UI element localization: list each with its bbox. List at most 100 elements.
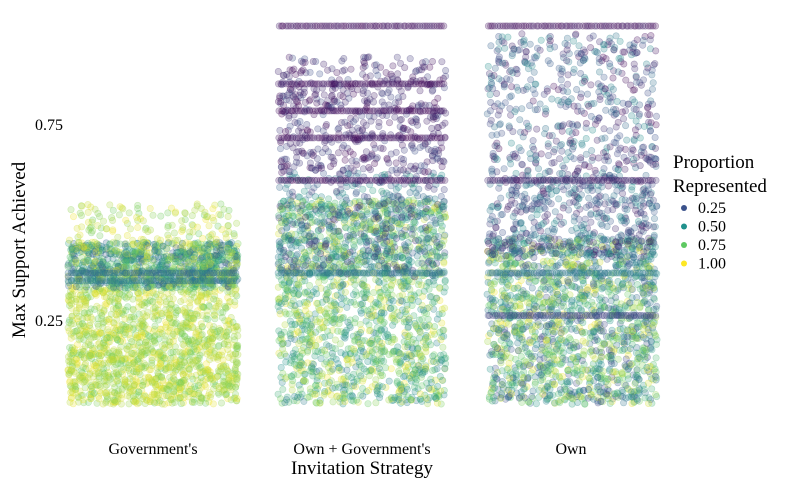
data-point: [296, 315, 304, 323]
data-point: [93, 328, 101, 336]
data-point: [342, 224, 350, 232]
data-point: [230, 232, 238, 240]
data-point: [100, 344, 108, 352]
data-point: [194, 297, 202, 305]
data-point: [160, 345, 168, 353]
data-point: [222, 391, 230, 399]
data-point: [67, 206, 75, 214]
data-point: [158, 373, 166, 381]
data-point: [129, 350, 137, 358]
data-point: [225, 336, 233, 344]
data-point: [418, 245, 426, 253]
data-point: [132, 248, 140, 256]
data-point: [148, 375, 156, 383]
data-point: [181, 309, 189, 317]
data-point: [392, 234, 400, 242]
data-point: [408, 249, 416, 257]
data-point: [205, 337, 213, 345]
data-point: [97, 389, 105, 397]
data-point: [286, 196, 294, 204]
data-point: [371, 253, 379, 261]
data-point: [433, 399, 441, 407]
data-point: [430, 357, 438, 365]
data-point: [224, 345, 232, 353]
data-point: [441, 231, 449, 239]
data-point: [222, 234, 230, 242]
data-point: [387, 224, 395, 232]
data-point: [190, 390, 198, 398]
data-point: [134, 224, 142, 232]
data-point: [210, 217, 218, 225]
data-point: [166, 382, 174, 390]
data-point: [423, 323, 431, 331]
data-point: [187, 284, 195, 292]
data-point: [352, 396, 360, 404]
data-point: [115, 331, 123, 339]
data-point: [434, 382, 442, 390]
data-point: [234, 332, 242, 340]
data-point: [115, 250, 123, 258]
data-point: [277, 331, 285, 339]
data-point: [358, 300, 366, 308]
data-point: [286, 190, 294, 198]
data-point: [202, 315, 210, 323]
data-point: [327, 391, 335, 399]
data-point: [397, 297, 405, 305]
data-point: [199, 377, 207, 385]
data-point: [370, 311, 378, 319]
data-point: [217, 211, 225, 219]
data-point: [301, 237, 309, 245]
data-point: [387, 365, 395, 373]
data-point: [288, 386, 296, 394]
data-point: [373, 335, 381, 343]
data-point: [320, 391, 328, 399]
data-point: [134, 201, 142, 209]
data-point: [291, 320, 299, 328]
data-point: [337, 300, 345, 308]
data-point: [300, 397, 308, 405]
data-point: [301, 370, 309, 378]
data-point: [321, 242, 329, 250]
data-point: [220, 333, 228, 341]
data-point: [95, 392, 103, 400]
data-point: [165, 363, 173, 371]
data-point: [193, 202, 201, 210]
data-point: [131, 398, 139, 406]
data-point: [359, 392, 367, 400]
data-point: [195, 360, 203, 368]
data-point: [178, 335, 186, 343]
data-point: [138, 348, 146, 356]
data-point: [111, 389, 119, 397]
data-point: [134, 364, 142, 372]
data-point: [190, 398, 198, 406]
data-point: [171, 320, 179, 328]
data-point: [360, 193, 368, 201]
data-point: [234, 351, 242, 359]
data-point: [352, 363, 360, 371]
data-point: [84, 398, 92, 406]
data-point: [154, 394, 162, 402]
data-point: [303, 288, 311, 296]
data-point: [179, 224, 187, 232]
data-point: [229, 341, 237, 349]
data-point: [233, 219, 241, 227]
data-point: [224, 213, 232, 221]
data-point: [317, 200, 325, 208]
data-point: [426, 221, 434, 229]
data-point: [78, 254, 86, 262]
data-point: [392, 347, 400, 355]
data-point: [178, 361, 186, 369]
data-point: [197, 320, 205, 328]
data-point: [211, 201, 219, 209]
data-point: [341, 239, 349, 247]
data-point: [181, 209, 189, 217]
data-point: [326, 283, 334, 291]
data-point: [410, 369, 418, 377]
data-point: [81, 354, 89, 362]
data-point: [91, 380, 99, 388]
data-point: [72, 307, 80, 315]
data-point: [130, 381, 138, 389]
data-point: [209, 329, 217, 337]
data-point: [422, 205, 430, 213]
data-point: [154, 391, 162, 399]
